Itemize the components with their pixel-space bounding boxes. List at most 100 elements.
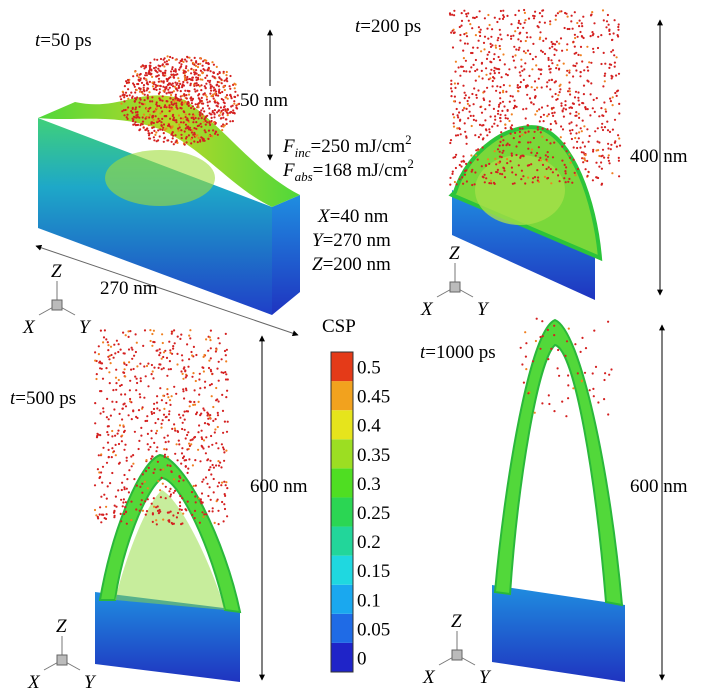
dimension-value: =200 nm bbox=[323, 254, 391, 275]
cluster-dot bbox=[451, 29, 454, 32]
cluster-dot bbox=[499, 97, 502, 100]
cluster-dot bbox=[480, 111, 484, 114]
cluster-dot bbox=[162, 140, 165, 143]
cluster-dot bbox=[134, 350, 137, 354]
cluster-dot bbox=[479, 34, 482, 38]
cluster-dot bbox=[615, 94, 618, 97]
cluster-dot bbox=[207, 494, 210, 498]
cluster-dot bbox=[600, 161, 603, 164]
colorbar-band bbox=[331, 410, 353, 440]
cluster-dot bbox=[93, 484, 97, 487]
cluster-dot bbox=[513, 45, 516, 48]
cluster-dot bbox=[175, 119, 178, 122]
cluster-dot bbox=[181, 497, 184, 500]
cluster-dot bbox=[576, 140, 579, 143]
cluster-dot bbox=[565, 12, 568, 15]
cluster-dot bbox=[139, 88, 142, 91]
cluster-dot bbox=[193, 127, 196, 130]
cluster-dot bbox=[473, 16, 476, 20]
cluster-dot bbox=[549, 168, 552, 171]
cluster-dot bbox=[497, 161, 500, 164]
cluster-dot bbox=[153, 81, 156, 84]
cluster-dot bbox=[570, 20, 573, 23]
cluster-dot bbox=[539, 68, 542, 71]
cluster-dot bbox=[170, 521, 173, 525]
cluster-dot bbox=[193, 56, 196, 60]
cluster-dot bbox=[458, 25, 461, 29]
cluster-dot bbox=[120, 393, 123, 396]
cluster-dot bbox=[208, 486, 211, 489]
cluster-dot bbox=[480, 165, 483, 168]
cluster-dot bbox=[498, 103, 501, 106]
cluster-dot bbox=[185, 389, 188, 392]
cluster-dot bbox=[138, 101, 141, 104]
cluster-dot bbox=[450, 87, 453, 90]
cluster-dot bbox=[218, 71, 221, 75]
cluster-dot bbox=[216, 411, 219, 414]
cluster-dot bbox=[226, 108, 230, 111]
cluster-dot bbox=[463, 160, 466, 163]
cluster-dot bbox=[157, 64, 160, 67]
cluster-dot bbox=[498, 150, 501, 153]
cluster-dot bbox=[454, 155, 457, 159]
cluster-dot bbox=[109, 345, 113, 348]
cluster-dot bbox=[100, 471, 103, 474]
cluster-dot bbox=[604, 108, 607, 111]
cluster-dot bbox=[613, 54, 616, 57]
cluster-dot bbox=[604, 62, 607, 65]
cluster-dot bbox=[573, 45, 576, 48]
cluster-dot bbox=[171, 352, 174, 355]
cluster-dot bbox=[544, 154, 547, 157]
cluster-dot bbox=[546, 128, 549, 131]
cluster-dot bbox=[468, 70, 471, 73]
cluster-dot bbox=[123, 486, 126, 489]
cluster-dot bbox=[199, 62, 202, 65]
cluster-dot bbox=[107, 425, 110, 428]
cluster-dot bbox=[601, 9, 605, 12]
cluster-dot bbox=[111, 429, 114, 433]
cluster-dot bbox=[466, 42, 469, 45]
cluster-dot bbox=[164, 497, 167, 500]
cluster-dot bbox=[547, 113, 550, 116]
colorbar-tick-label: 0.2 bbox=[357, 532, 381, 553]
cluster-dot bbox=[569, 93, 572, 96]
cluster-dot bbox=[498, 144, 501, 147]
axis-cube bbox=[51, 299, 63, 311]
cluster-dot bbox=[568, 177, 571, 180]
cluster-dot bbox=[211, 61, 214, 64]
cluster-dot bbox=[188, 442, 191, 445]
cluster-dot bbox=[172, 143, 175, 146]
cluster-dot bbox=[169, 55, 172, 59]
cluster-dot bbox=[467, 117, 470, 120]
cluster-dot bbox=[195, 411, 199, 414]
cluster-dot bbox=[498, 28, 501, 31]
cluster-dot bbox=[234, 90, 237, 93]
cluster-dot bbox=[539, 115, 543, 119]
cluster-dot bbox=[460, 24, 463, 27]
cluster-dot bbox=[607, 320, 610, 323]
axis-cube bbox=[449, 281, 461, 293]
cluster-dot bbox=[163, 115, 166, 118]
cluster-dot bbox=[521, 69, 524, 72]
cluster-dot bbox=[583, 69, 586, 72]
cluster-dot bbox=[502, 14, 505, 17]
cluster-dot bbox=[209, 123, 212, 126]
cluster-dot bbox=[220, 443, 223, 446]
cluster-dot bbox=[574, 343, 577, 346]
cluster-dot bbox=[133, 85, 136, 88]
cluster-dot bbox=[201, 366, 204, 369]
cluster-dot bbox=[150, 437, 153, 440]
cluster-dot bbox=[508, 100, 511, 103]
cluster-dot bbox=[201, 64, 204, 67]
cluster-dot bbox=[201, 107, 204, 110]
cluster-dot bbox=[483, 35, 487, 38]
cluster-dot bbox=[183, 428, 186, 431]
cluster-dot bbox=[177, 98, 180, 101]
cluster-dot bbox=[138, 116, 141, 119]
cluster-dot bbox=[598, 141, 601, 144]
cluster-dot bbox=[127, 414, 130, 417]
cluster-dot bbox=[472, 103, 475, 106]
cluster-dot bbox=[178, 443, 181, 446]
fluence-value: =250 mJ/cm bbox=[311, 136, 406, 157]
cluster-dot bbox=[495, 89, 498, 92]
